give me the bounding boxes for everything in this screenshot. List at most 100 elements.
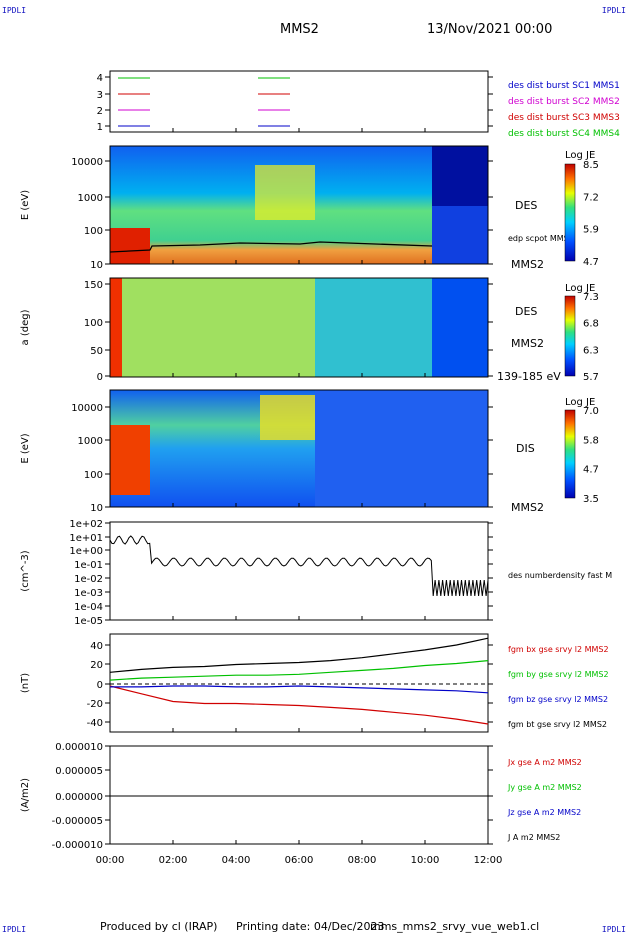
y-tick-label: -0.000005 (52, 816, 103, 827)
colorbar-tick-label: 5.9 (583, 225, 599, 236)
b-series-1 (109, 660, 489, 681)
y-tick-label: -20 (87, 699, 103, 710)
y-tick-label: 1e-03 (74, 588, 103, 599)
y-tick-label: 40 (90, 641, 103, 652)
y-tick-label: 100 (84, 226, 103, 237)
panel-frame-0 (109, 70, 489, 133)
series-label: fgm bt gse srvy l2 MMS2 (508, 720, 607, 729)
dis-energy-hot-region (110, 425, 150, 495)
y-tick-label: 10 (90, 503, 103, 514)
y-tick-label: 0 (97, 372, 103, 383)
panel-right-label: MMS2 (511, 501, 544, 514)
colorbar-tick-label: 7.3 (583, 292, 599, 303)
panel-right-label: DES (515, 199, 537, 212)
y-tick-label: -40 (87, 718, 103, 729)
y-tick-label: 20 (90, 660, 103, 671)
x-tick-label: 10:00 (411, 855, 440, 866)
colorbar-tick-label: 7.2 (583, 192, 599, 203)
colorbar-tick-label: 4.7 (583, 257, 599, 268)
colorbar-tick-label: 6.3 (583, 345, 599, 356)
x-tick-label: 02:00 (159, 855, 188, 866)
y-tick-label: 1e-01 (74, 560, 103, 571)
series-label: J A m2 MMS2 (507, 833, 560, 842)
colorbar-tick-label: 7.0 (583, 406, 599, 417)
panel-right-label: DES (515, 305, 537, 318)
b-series-2 (110, 685, 489, 694)
corner-label-bottom-left: IPDLI (2, 925, 27, 934)
legend-label: des dist burst SC4 MMS4 (508, 129, 620, 139)
y-tick-label: 1e-05 (74, 616, 103, 627)
footer-produced: Produced by cl (IRAP) (100, 920, 218, 933)
y-axis-label: E (eV) (20, 190, 31, 220)
series-label: Jx gse A m2 MMS2 (507, 758, 582, 767)
des-pitch-colorbar (564, 295, 576, 377)
panel-frame-6 (109, 745, 489, 845)
corner-label-top-left: IPDLI (2, 6, 27, 15)
series-label: des numberdensity fast M (508, 571, 612, 580)
y-tick-label: 1e-02 (74, 574, 103, 585)
dis-energy-colorbar (564, 409, 576, 499)
y-tick-label: 10 (90, 260, 103, 271)
y-tick-label: 50 (90, 346, 103, 357)
panel-right-label: 139-185 eV (497, 370, 561, 383)
y-tick-label: 0 (97, 680, 103, 691)
colorbar-tick-label: 8.5 (583, 160, 599, 171)
dis-energy-burst-region (260, 395, 315, 440)
des-energy-dark-region (432, 146, 488, 206)
des-pitch-hot-region (110, 278, 122, 377)
y-tick-label: 0.000005 (55, 766, 103, 777)
y-tick-label: 4 (97, 73, 103, 84)
y-tick-label: 100 (84, 470, 103, 481)
panel-right-label: MMS2 (511, 258, 544, 271)
y-axis-label: E (eV) (20, 433, 31, 463)
y-tick-label: 10000 (71, 157, 103, 168)
y-tick-label: 2 (97, 106, 103, 117)
x-tick-label: 06:00 (285, 855, 314, 866)
panel-frame-4 (109, 521, 489, 621)
y-tick-label: 1 (97, 122, 103, 133)
panel-right-label: edp scpot MMS2 (508, 234, 574, 243)
colorbar-tick-label: 3.5 (583, 494, 599, 505)
des-pitch-dense-region (432, 278, 488, 377)
b-series-3 (109, 637, 489, 673)
plot-date: 13/Nov/2021 00:00 (427, 22, 553, 37)
colorbar-tick-label: 6.8 (583, 319, 599, 330)
x-tick-label: 00:00 (96, 855, 125, 866)
y-axis-label: a (deg) (20, 309, 31, 345)
panel-right-label: DIS (516, 442, 535, 455)
panel-right-label: MMS2 (511, 337, 544, 350)
b-series-0 (109, 685, 489, 725)
colorbar-tick-label: 4.7 (583, 465, 599, 476)
y-tick-label: 100 (84, 318, 103, 329)
legend-label: des dist burst SC3 MMS3 (508, 113, 620, 123)
footer-filename: mms_mms2_srvy_vue_web1.cl (370, 920, 540, 933)
corner-label-top-right: IPDLI (601, 6, 626, 15)
des-energy-burst-region (255, 165, 315, 220)
des-pitch-active-region (110, 278, 315, 377)
density-trace (109, 535, 489, 597)
x-tick-label: 08:00 (348, 855, 377, 866)
series-label: fgm bx gse srvy l2 MMS2 (508, 645, 609, 654)
y-tick-label: 1000 (78, 193, 103, 204)
y-axis-label: (nT) (20, 673, 31, 693)
des-energy-hot-region (110, 228, 150, 264)
y-tick-label: 1e-04 (74, 602, 103, 613)
y-tick-label: -0.000010 (52, 840, 103, 851)
des-energy-colorbar (564, 163, 576, 262)
colorbar-tick-label: 5.8 (583, 435, 599, 446)
y-axis-label: (cm^-3) (20, 550, 31, 591)
y-tick-label: 0.000010 (55, 742, 103, 753)
colorbar-title: Log JE (565, 283, 595, 294)
y-tick-label: 1e+01 (69, 533, 103, 544)
corner-label-bottom-right: IPDLI (601, 925, 626, 934)
colorbar-title: Log JE (565, 397, 595, 408)
series-label: Jz gse A m2 MMS2 (507, 808, 581, 817)
colorbar-title: Log JE (565, 150, 595, 161)
y-tick-label: 0.000000 (55, 792, 103, 803)
legend-label: des dist burst SC2 MMS2 (508, 97, 620, 107)
series-label: Jy gse A m2 MMS2 (507, 783, 582, 792)
y-axis-label: (A/m2) (20, 778, 31, 812)
x-tick-label: 12:00 (474, 855, 503, 866)
y-tick-label: 1e+00 (69, 546, 103, 557)
